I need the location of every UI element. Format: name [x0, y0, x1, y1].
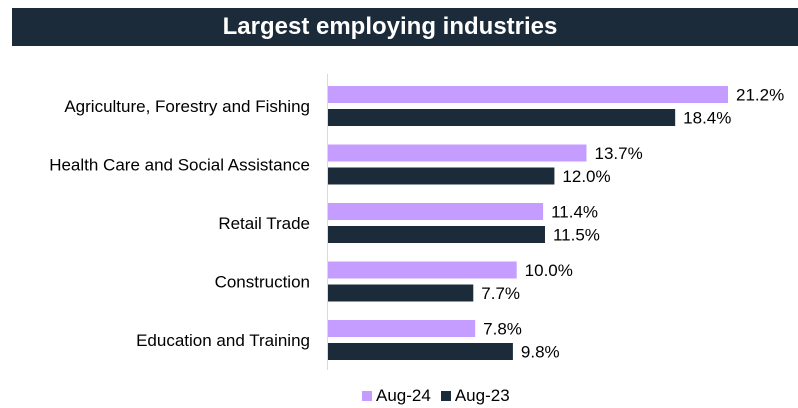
bar-aug-24: [328, 144, 587, 162]
legend-item-aug-23: Aug-23: [440, 386, 510, 406]
legend-label-aug-23: Aug-23: [454, 386, 510, 405]
legend-item-aug-24: Aug-24: [362, 386, 431, 406]
data-label: 9.8%: [521, 343, 560, 362]
bar-aug-23: [328, 284, 474, 302]
bar-aug-23: [328, 226, 545, 243]
category-label: Education and Training: [136, 331, 310, 350]
data-label: 18.4%: [683, 109, 731, 128]
chart-title: Largest employing industries: [222, 13, 558, 40]
category-label: Agriculture, Forestry and Fishing: [64, 97, 310, 116]
chart-legend: Aug-24 Aug-23: [362, 386, 520, 406]
data-label: 11.4%: [551, 203, 598, 222]
data-label: 11.5%: [553, 226, 600, 245]
bar-aug-24: [328, 203, 544, 220]
bar-aug-24: [328, 261, 517, 279]
data-label: 13.7%: [594, 144, 642, 163]
bar-aug-24: [328, 320, 476, 337]
legend-label-aug-24: Aug-24: [376, 386, 431, 405]
bar-aug-23: [328, 109, 676, 126]
category-label: Construction: [215, 273, 310, 292]
data-label: 21.2%: [736, 86, 784, 105]
legend-swatch-aug-23: [440, 391, 451, 401]
data-label: 7.7%: [481, 284, 520, 303]
data-label: 7.8%: [483, 320, 522, 339]
bar-aug-24: [328, 86, 728, 103]
bar-aug-23: [328, 167, 555, 185]
bar-aug-23: [328, 343, 513, 360]
data-label: 10.0%: [525, 261, 573, 280]
category-label: Retail Trade: [218, 214, 310, 233]
category-label: Health Care and Social Assistance: [49, 156, 310, 175]
chart-title-bar: Largest employing industries: [12, 8, 798, 46]
legend-swatch-aug-24: [362, 391, 372, 401]
data-label: 12.0%: [562, 167, 610, 186]
